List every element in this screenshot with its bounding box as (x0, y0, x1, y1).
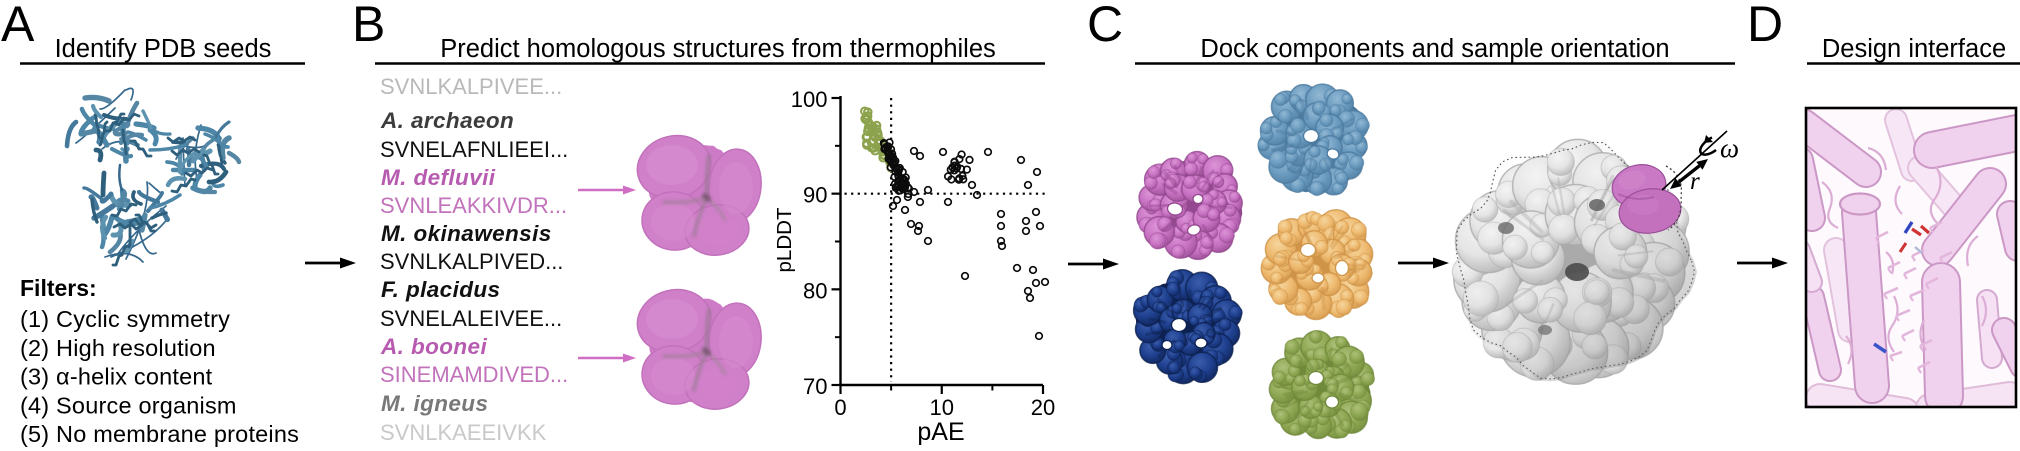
svg-text:SVNLKAEEIVKK: SVNLKAEEIVKK (380, 420, 547, 445)
svg-text:(4) Source organism: (4) Source organism (20, 392, 237, 418)
svg-text:Identify PDB seeds: Identify PDB seeds (55, 35, 272, 63)
svg-text:(3) α-helix content: (3) α-helix content (20, 364, 213, 390)
svg-text:A. archaeon: A. archaeon (380, 108, 514, 133)
svg-text:0: 0 (834, 395, 846, 420)
svg-text:80: 80 (803, 278, 827, 303)
svg-text:20: 20 (1031, 395, 1055, 420)
svg-text:A. boonei: A. boonei (380, 334, 487, 359)
svg-text:pLDDT: pLDDT (773, 207, 796, 272)
svg-text:Predict homologous structures: Predict homologous structures from therm… (440, 35, 996, 63)
svg-text:70: 70 (803, 374, 827, 399)
svg-text:SVNELALEIVEE...: SVNELALEIVEE... (380, 306, 562, 331)
svg-text:SINEMAMDIVED...: SINEMAMDIVED... (380, 362, 568, 387)
svg-text:Filters:: Filters: (20, 275, 97, 301)
svg-text:M. defluvii: M. defluvii (381, 165, 496, 190)
svg-text:M. okinawensis: M. okinawensis (381, 221, 552, 246)
svg-text:10: 10 (930, 395, 954, 420)
svg-text:(5) No membrane proteins: (5) No membrane proteins (20, 421, 299, 447)
svg-text:SVNLEAKKIVDR...: SVNLEAKKIVDR... (380, 193, 567, 218)
svg-text:C: C (1087, 0, 1123, 52)
svg-text:pAE: pAE (917, 418, 964, 446)
svg-text:Design interface: Design interface (1822, 35, 2006, 63)
svg-text:ω: ω (1720, 133, 1739, 163)
svg-text:SVNLKALPIVED...: SVNLKALPIVED... (380, 249, 563, 274)
svg-text:90: 90 (803, 183, 827, 208)
svg-text:(1) Cyclic symmetry: (1) Cyclic symmetry (20, 306, 230, 332)
svg-text:SVNLKALPIVEE...: SVNLKALPIVEE... (380, 74, 562, 99)
svg-text:F. placidus: F. placidus (381, 277, 500, 302)
svg-text:M. igneus: M. igneus (381, 391, 488, 416)
svg-text:Dock components and sample ori: Dock components and sample orientation (1200, 35, 1669, 63)
svg-text:r: r (1690, 168, 1700, 195)
svg-text:B: B (352, 0, 385, 52)
svg-text:(2) High resolution: (2) High resolution (20, 335, 216, 361)
svg-text:D: D (1747, 0, 1783, 52)
svg-text:A: A (1, 0, 35, 52)
svg-text:100: 100 (791, 87, 828, 112)
svg-text:SVNELAFNLIEEI...: SVNELAFNLIEEI... (380, 137, 568, 162)
